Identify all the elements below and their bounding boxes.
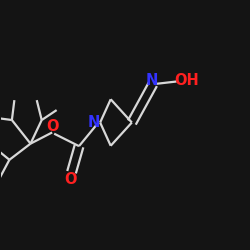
Text: N: N <box>146 74 158 88</box>
Text: O: O <box>64 172 76 187</box>
Text: O: O <box>46 119 58 134</box>
Text: OH: OH <box>174 73 199 88</box>
Text: N: N <box>88 115 100 130</box>
